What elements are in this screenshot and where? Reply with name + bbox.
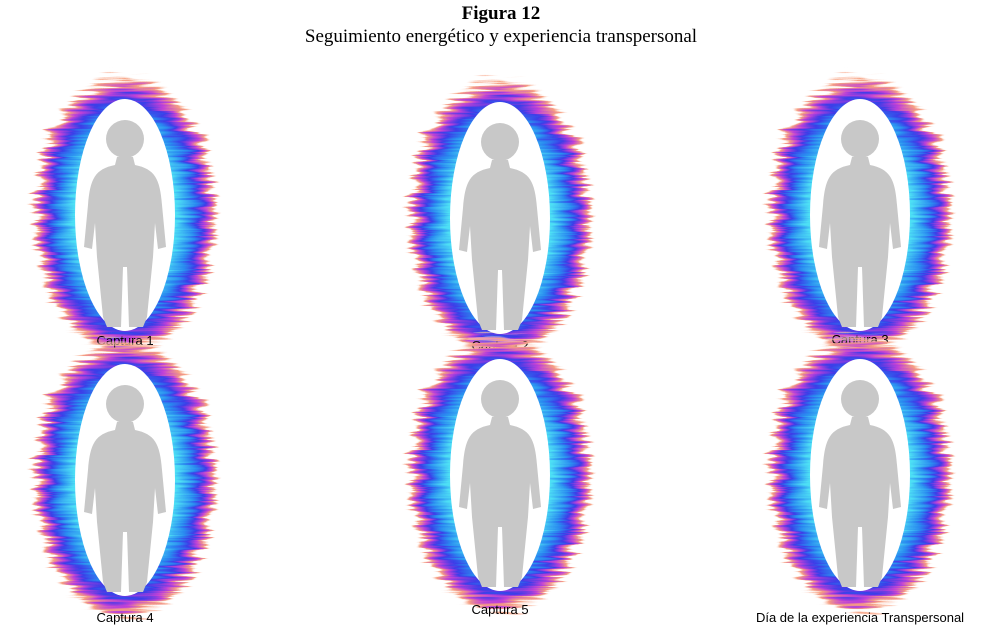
aura-image [33,340,217,620]
aura-image [408,78,592,358]
aura-image [408,335,592,615]
figure-title: Seguimiento energético y experiencia tra… [305,26,697,47]
aura-image [768,335,952,615]
panels: Captura 1Captura 2Captura 3Captura 4Capt… [33,75,964,625]
body-head [481,123,519,161]
panel-caption: Día de la experiencia Transpersonal [756,610,964,625]
body-head [841,380,879,418]
panel-caption: Captura 4 [96,610,153,625]
body-head [106,120,144,158]
figure: Figura 12 Seguimiento energético y exper… [0,0,1003,631]
aura-image [33,75,217,355]
body-head [106,385,144,423]
panel-caption: Captura 5 [471,602,528,617]
aura-image [768,75,952,355]
figure-label: Figura 12 [462,3,541,24]
body-head [841,120,879,158]
body-head [481,380,519,418]
